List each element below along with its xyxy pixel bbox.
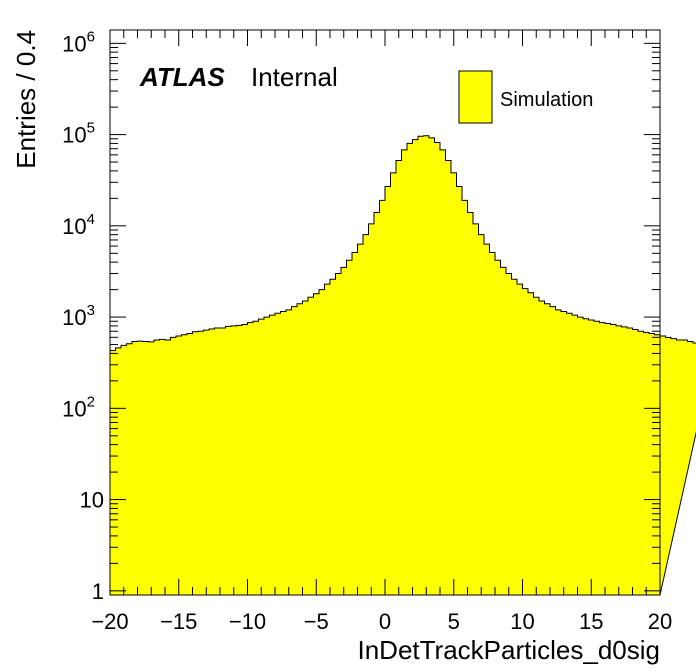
x-tick-label: −15 [160,609,197,634]
y-tick-label: 102 [62,393,95,421]
x-tick-label: 10 [510,609,534,634]
y-tick-label: 1 [92,579,104,604]
legend-swatch [458,70,493,124]
y-tick-label: 106 [62,28,95,56]
x-tick-label: 20 [648,609,672,634]
legend-entry-simulation: Simulation [500,89,593,111]
plot-area [109,135,696,596]
x-tick-label: −20 [91,609,128,634]
y-tick-label: 104 [62,211,95,239]
histogram-simulation [109,135,696,596]
y-axis-title: Entries / 0.4 [11,30,41,169]
y-axis-ticks [110,42,660,592]
x-tick-label: −5 [304,609,329,634]
x-tick-label: −10 [229,609,266,634]
y-tick-label: 105 [62,120,95,148]
x-axis-ticks [109,30,661,595]
x-axis-tick-labels: −20 −15 −10 −5 0 5 10 15 20 [91,609,672,634]
x-tick-label: 0 [379,609,391,634]
x-tick-label: 5 [448,609,460,634]
x-tick-label: 15 [579,609,603,634]
x-axis-title: InDetTrackParticles_d0sig [358,635,661,665]
y-axis-tick-labels: 1 10 102 103 104 105 106 [62,28,104,603]
y-tick-label: 10 [80,488,104,513]
atlas-label: ATLAS [139,62,225,92]
y-tick-label: 103 [62,302,95,330]
internal-label: Internal [251,62,338,92]
legend: Simulation [458,70,593,124]
